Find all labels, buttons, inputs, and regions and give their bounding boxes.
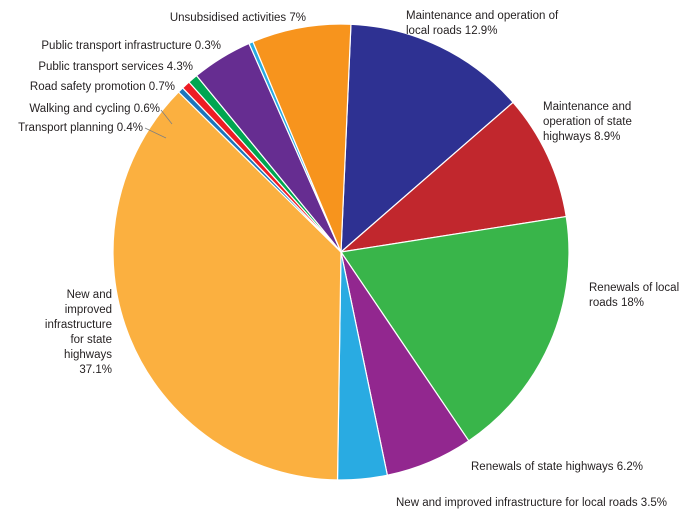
pie-slice-renewals-of-local-roads <box>339 215 570 442</box>
pie-slices <box>112 23 570 481</box>
pie-slice-maintenance-and-operation-of-state-highways <box>339 101 567 253</box>
leader-line-walking-and-cycling <box>160 109 173 125</box>
label-leader-lines <box>144 109 173 139</box>
slice-labels: Maintenance and operation of local roads … <box>18 10 679 509</box>
slice-label-maintenance-and-operation-of-state-highways: Maintenance and operation of state highway… <box>543 101 632 143</box>
slice-label-new-and-improved-infrastructure-for-state-highways: New and improved infrastructure for state hi… <box>45 289 112 376</box>
slice-label-public-transport-services: Public transport services 4.3% <box>38 61 193 73</box>
slice-label-public-transport-infrastructure: Public transport infrastructure 0.3% <box>41 40 221 52</box>
slice-label-renewals-of-local-roads: Renewals of local roads 18% <box>589 282 679 309</box>
slice-label-new-and-improved-infrastructure-for-local-roads: New and improved infrastructure for loca… <box>396 497 667 509</box>
slice-label-transport-planning: Transport planning 0.4% <box>18 122 143 134</box>
slice-label-unsubsidised-activities: Unsubsidised activities 7% <box>170 12 306 24</box>
pie-slice-new-and-improved-infrastructure-for-state-highways <box>112 91 342 481</box>
slice-label-walking-and-cycling: Walking and cycling 0.6% <box>29 103 160 115</box>
slice-label-renewals-of-state-highways: Renewals of state highways 6.2% <box>471 461 643 473</box>
slice-label-road-safety-promotion: Road safety promotion 0.7% <box>30 81 175 93</box>
pie-slice-maintenance-and-operation-of-local-roads <box>340 23 514 254</box>
slice-label-maintenance-and-operation-of-local-roads: Maintenance and operation of local roads … <box>406 10 559 37</box>
leader-line-transport-planning <box>144 127 167 139</box>
pie-slice-unsubsidised-activities <box>252 23 352 253</box>
